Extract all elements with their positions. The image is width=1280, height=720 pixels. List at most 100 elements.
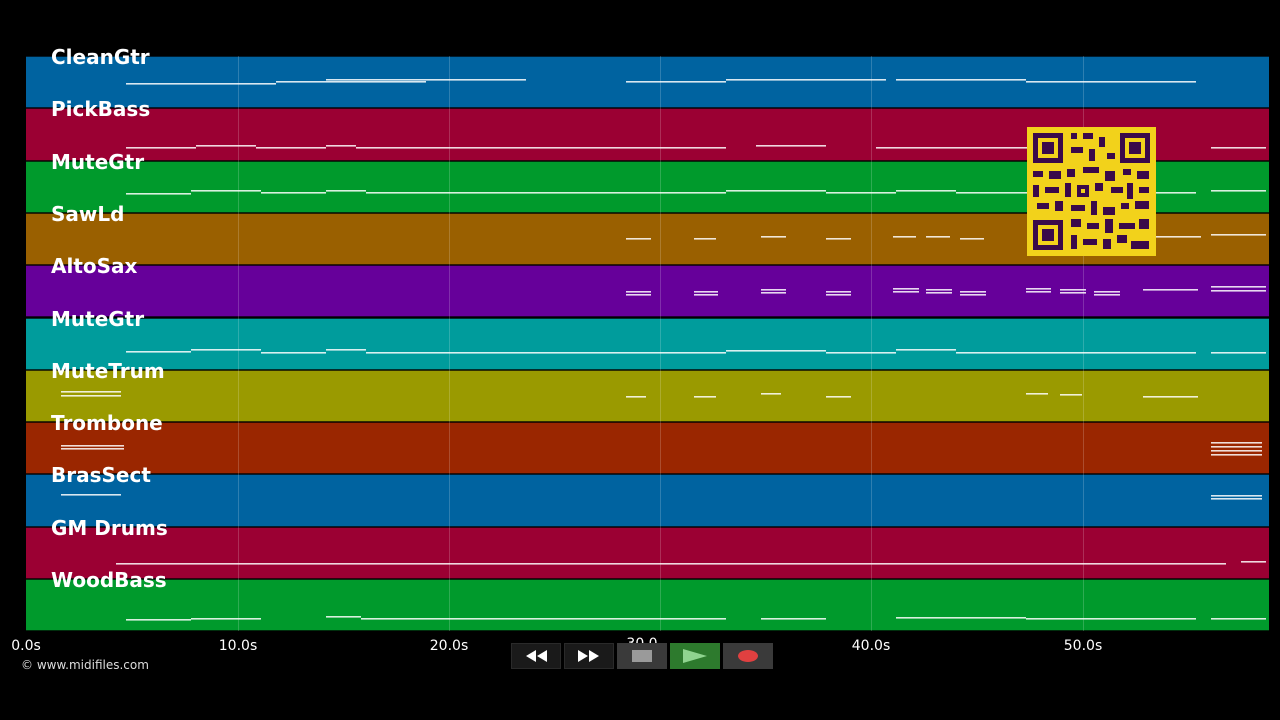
note xyxy=(326,145,356,147)
tick-label: 20.0s xyxy=(429,638,469,654)
note xyxy=(1060,289,1086,291)
note xyxy=(1026,618,1196,620)
note xyxy=(1211,454,1262,456)
note xyxy=(486,191,586,194)
note xyxy=(1060,292,1086,294)
note xyxy=(761,392,781,395)
note xyxy=(896,189,956,192)
tick-label: 50.0s xyxy=(1063,638,1103,654)
note xyxy=(61,394,121,397)
transport-controls xyxy=(511,643,773,669)
note xyxy=(694,294,718,296)
note xyxy=(1211,189,1266,192)
note xyxy=(826,294,851,296)
rewind-button[interactable] xyxy=(511,643,561,669)
note xyxy=(1094,291,1120,293)
note xyxy=(256,147,326,149)
tick-label: 0.0s xyxy=(11,638,41,654)
stop-icon xyxy=(632,650,652,662)
note xyxy=(196,145,256,147)
note xyxy=(626,294,651,296)
note xyxy=(761,289,786,291)
track-name: AltoSax xyxy=(51,254,138,279)
track-lane[interactable]: GM Drums xyxy=(26,516,1269,579)
note xyxy=(694,395,716,398)
track-lane[interactable]: MuteGtr xyxy=(26,307,1269,370)
track-lane[interactable]: MuteTrum xyxy=(26,359,1269,423)
note xyxy=(960,291,986,293)
note-strip xyxy=(126,348,1266,354)
note xyxy=(626,291,651,293)
note xyxy=(1026,351,1196,354)
note xyxy=(356,147,626,149)
note xyxy=(1211,351,1266,354)
note xyxy=(126,192,191,195)
track-lane[interactable]: BrasSect xyxy=(26,463,1269,527)
note-strip xyxy=(116,560,1266,565)
track-name: MuteTrum xyxy=(51,358,165,383)
note xyxy=(586,191,726,194)
note-strip xyxy=(61,442,1262,456)
note xyxy=(726,79,886,81)
track-lane[interactable]: AltoSax xyxy=(26,254,1269,318)
note xyxy=(1211,290,1266,292)
track-name: Trombone xyxy=(51,411,163,436)
note xyxy=(1211,286,1266,288)
track-name: GM Drums xyxy=(51,515,168,540)
note xyxy=(694,291,718,293)
note xyxy=(126,83,276,85)
note-strip xyxy=(626,233,1266,240)
note xyxy=(626,395,646,398)
note xyxy=(586,351,726,354)
note xyxy=(126,350,191,353)
record-button[interactable] xyxy=(723,643,773,669)
track-lane[interactable]: Trombone xyxy=(26,411,1269,475)
track-lane[interactable]: WoodBass xyxy=(26,568,1269,632)
note xyxy=(896,348,956,351)
note xyxy=(896,617,1026,619)
note xyxy=(191,618,261,620)
track-name: SawLd xyxy=(51,201,125,226)
copyright-text: © www.midifiles.com xyxy=(21,658,149,672)
note xyxy=(926,289,952,291)
note xyxy=(960,237,984,240)
note xyxy=(726,349,826,352)
note-strip xyxy=(126,79,1196,85)
note xyxy=(326,79,526,81)
track-name: MuteGtr xyxy=(51,306,145,331)
note-strip xyxy=(61,390,1198,398)
stop-button[interactable] xyxy=(617,643,667,669)
track-name: WoodBass xyxy=(51,568,167,592)
note xyxy=(960,294,986,296)
note xyxy=(116,562,1226,565)
track-name: PickBass xyxy=(51,97,151,122)
note xyxy=(826,351,896,354)
fast-forward-button[interactable] xyxy=(564,643,614,669)
note xyxy=(61,390,121,393)
note xyxy=(1211,147,1266,149)
fast-forward-icon xyxy=(578,650,599,662)
note xyxy=(361,618,626,620)
tick-label: 10.0s xyxy=(218,638,258,654)
note xyxy=(1094,294,1120,296)
note xyxy=(1143,395,1198,398)
note xyxy=(326,616,361,618)
note xyxy=(761,235,786,238)
note xyxy=(1143,289,1198,291)
note xyxy=(1211,450,1262,452)
note xyxy=(694,237,716,240)
play-button[interactable] xyxy=(670,643,720,669)
track-name: BrasSect xyxy=(51,463,151,488)
note xyxy=(261,191,326,194)
qr-code xyxy=(1027,127,1156,256)
note xyxy=(826,191,896,194)
track-name: MuteGtr xyxy=(51,149,145,174)
tick-label: 40.0s xyxy=(851,638,891,654)
track-lane[interactable]: CleanGtr xyxy=(26,45,1269,109)
note xyxy=(1026,291,1051,293)
note xyxy=(893,291,919,293)
note xyxy=(826,291,851,293)
note-strip xyxy=(126,616,1266,621)
note xyxy=(893,235,916,238)
record-icon xyxy=(738,650,758,662)
